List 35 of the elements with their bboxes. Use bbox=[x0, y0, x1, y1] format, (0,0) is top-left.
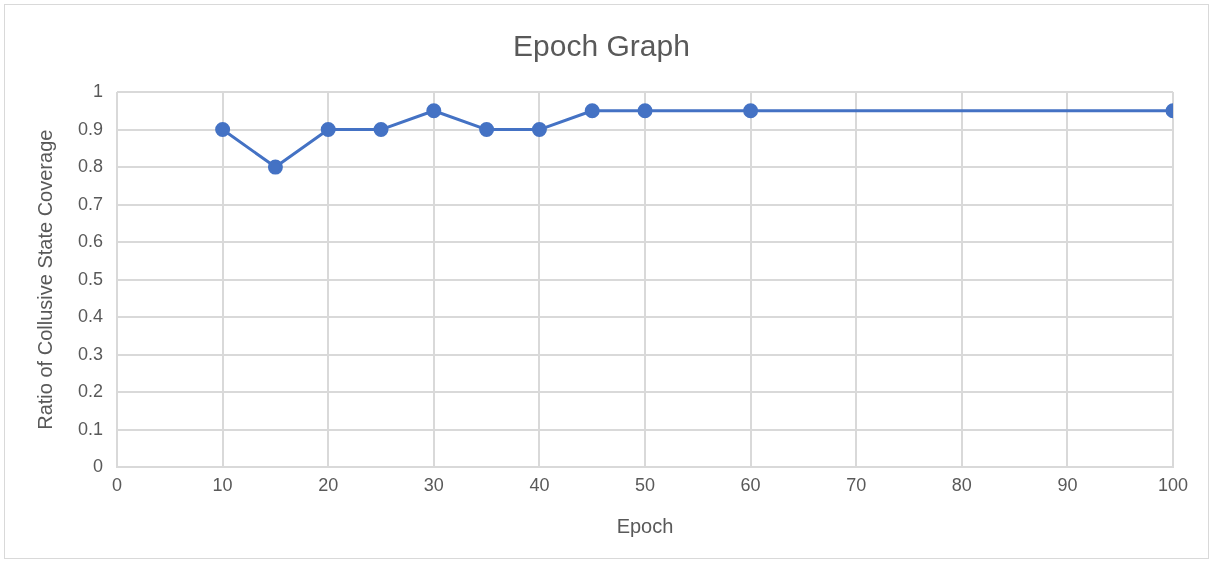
y-tick-label: 0.2 bbox=[77, 381, 104, 402]
y-tick-label: 0.9 bbox=[77, 118, 104, 139]
x-tick-label: 20 bbox=[318, 475, 339, 496]
point bbox=[584, 103, 600, 119]
y-tick-label: 0.6 bbox=[77, 231, 104, 252]
y-tick-label: 0.8 bbox=[77, 156, 104, 177]
x-tick-label: 40 bbox=[529, 475, 550, 496]
x-tick-label: 10 bbox=[212, 475, 233, 496]
point bbox=[531, 122, 547, 138]
chart-title: Epoch Graph bbox=[513, 29, 690, 63]
y-tick-label: 1 bbox=[93, 80, 104, 101]
x-tick-label: 50 bbox=[635, 475, 656, 496]
y-axis-title: Ratio of Collusive State Coverage bbox=[33, 129, 56, 430]
x-tick-label: 80 bbox=[951, 475, 972, 496]
point bbox=[320, 122, 336, 138]
x-tick-label: 100 bbox=[1157, 475, 1189, 496]
y-tick-label: 0.3 bbox=[77, 343, 104, 364]
x-tick-label: 60 bbox=[740, 475, 761, 496]
point bbox=[479, 122, 495, 138]
y-tick-label: 0.5 bbox=[77, 268, 104, 289]
point bbox=[373, 122, 389, 138]
x-tick-label: 90 bbox=[1057, 475, 1078, 496]
point bbox=[426, 103, 442, 119]
x-axis-title: Epoch bbox=[616, 514, 674, 537]
point bbox=[215, 122, 231, 138]
point bbox=[637, 103, 653, 119]
x-tick-label: 30 bbox=[423, 475, 444, 496]
y-tick-label: 0 bbox=[93, 456, 104, 477]
y-tick-label: 0.1 bbox=[77, 418, 104, 439]
y-tick-label: 0.7 bbox=[77, 193, 104, 214]
x-tick-label: 0 bbox=[112, 475, 123, 496]
point bbox=[743, 103, 759, 119]
x-tick-label: 70 bbox=[846, 475, 867, 496]
y-tick-label: 0.4 bbox=[77, 306, 104, 327]
point bbox=[267, 159, 283, 175]
